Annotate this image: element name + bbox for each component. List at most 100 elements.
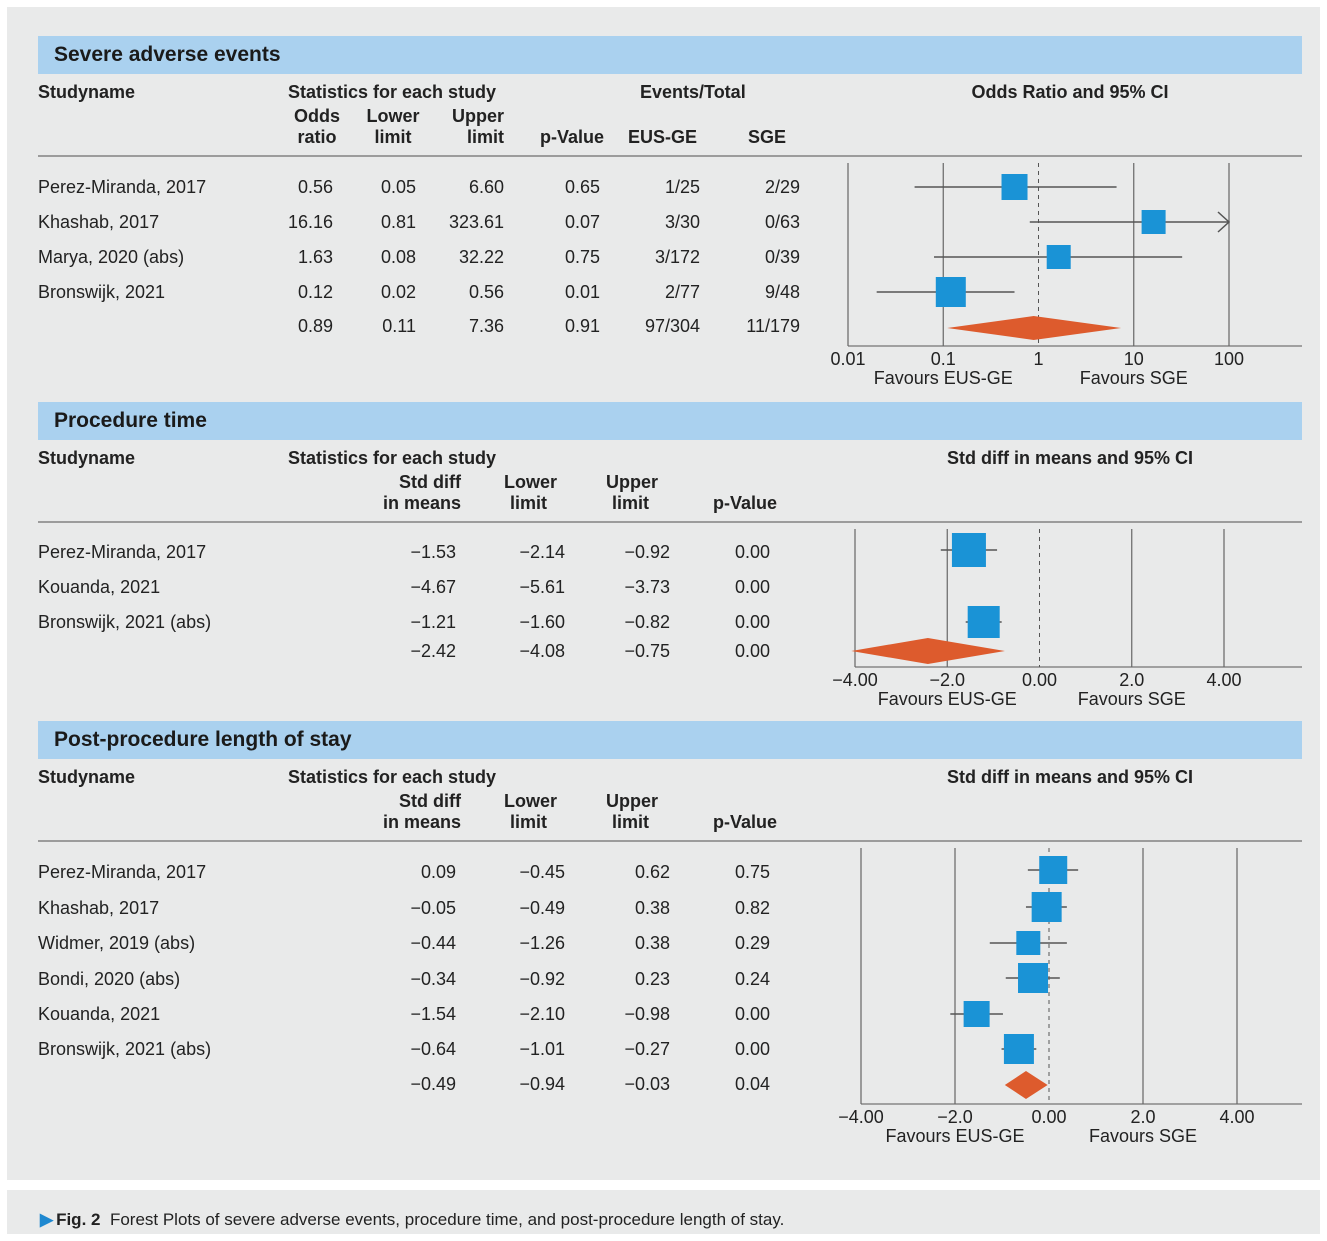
los-studyname-header: Studyname bbox=[38, 767, 136, 787]
sae-col-upper: Upper bbox=[451, 106, 504, 126]
pt-row-lower: −2.14 bbox=[519, 542, 565, 562]
los-row-upper: 0.38 bbox=[634, 933, 670, 953]
sae-row-upper: 323.61 bbox=[448, 212, 504, 232]
sae-row-lower: 0.02 bbox=[380, 282, 416, 302]
pt-row-std-diff: −4.67 bbox=[410, 577, 456, 597]
study-marker bbox=[1046, 245, 1071, 269]
los-row-std-diff: −0.34 bbox=[410, 969, 456, 989]
figure-panel bbox=[7, 7, 1320, 1180]
los-col-std-2: in means bbox=[382, 812, 461, 832]
los-col-p: p-Value bbox=[713, 812, 778, 832]
sae-col-sge: SGE bbox=[748, 127, 787, 147]
los-col-lower-2: limit bbox=[510, 812, 548, 832]
los-col-lower: Lower bbox=[504, 791, 558, 811]
los-row-upper: 0.23 bbox=[634, 969, 670, 989]
favours-right-label: Favours SGE bbox=[1078, 689, 1186, 709]
sae-row-eus-ge: 1/25 bbox=[664, 177, 700, 197]
pt-row-std-diff: −1.21 bbox=[410, 612, 456, 632]
los-row-lower: −1.26 bbox=[519, 933, 565, 953]
los-row-std-diff: −1.54 bbox=[410, 1004, 456, 1024]
study-marker bbox=[1018, 963, 1049, 993]
los-header-band: Post-procedure length of stay bbox=[38, 721, 1302, 759]
sae-row-upper: 6.60 bbox=[468, 177, 504, 197]
x-tick-label: 0.00 bbox=[1022, 670, 1057, 690]
pt-row-upper: −0.92 bbox=[624, 542, 670, 562]
sae-row-study: Marya, 2020 (abs) bbox=[38, 247, 185, 267]
pt-col-std-2: in means bbox=[382, 493, 461, 513]
los-row-study: Bondi, 2020 (abs) bbox=[38, 969, 181, 989]
sae-row-sge: 0/39 bbox=[764, 247, 800, 267]
pt-row-std-diff: −1.53 bbox=[410, 542, 456, 562]
x-tick-label: 0.01 bbox=[830, 349, 865, 369]
sae-stats-header: Statistics for each study bbox=[288, 82, 497, 102]
los-row-study: Bronswijk, 2021 (abs) bbox=[38, 1039, 212, 1059]
sae-plot-header: Odds Ratio and 95% CI bbox=[971, 82, 1169, 102]
los-row-lower: −2.10 bbox=[519, 1004, 565, 1024]
pt-col-lower: Lower bbox=[504, 472, 558, 492]
sae-row-sge: 0/63 bbox=[764, 212, 800, 232]
pt-row-lower: −5.61 bbox=[519, 577, 565, 597]
x-tick-label: 10 bbox=[1124, 349, 1144, 369]
sae-row-sge: 2/29 bbox=[764, 177, 800, 197]
los-row-p-value: 0.00 bbox=[734, 1039, 770, 1059]
x-tick-label: −4.00 bbox=[832, 670, 878, 690]
pt-col-upper-2: limit bbox=[612, 493, 650, 513]
caption-marker: ▶ bbox=[40, 1210, 54, 1229]
sae-row-lower: 0.81 bbox=[380, 212, 416, 232]
los-row-upper: −0.98 bbox=[624, 1004, 670, 1024]
sae-col-lower-2: limit bbox=[374, 127, 412, 147]
sae-row-p-value: 0.01 bbox=[564, 282, 600, 302]
pt-row-p-value: 0.00 bbox=[734, 641, 770, 661]
study-marker bbox=[935, 277, 966, 307]
x-tick-label: 0.00 bbox=[1031, 1107, 1066, 1127]
los-row-lower: −0.45 bbox=[519, 862, 565, 882]
pt-row-upper: −0.82 bbox=[624, 612, 670, 632]
sae-col-upper-2: limit bbox=[466, 127, 504, 147]
sae-row-upper: 0.56 bbox=[468, 282, 504, 302]
los-title: Post-procedure length of stay bbox=[54, 728, 352, 751]
study-marker bbox=[951, 533, 986, 567]
sae-col-lower: Lower bbox=[366, 106, 420, 126]
x-tick-label: 100 bbox=[1214, 349, 1244, 369]
los-row-std-diff: −0.49 bbox=[410, 1074, 456, 1094]
sae-studyname-header: Studyname bbox=[38, 82, 136, 102]
pt-col-upper: Upper bbox=[606, 472, 659, 492]
sae-header-rule bbox=[38, 155, 1302, 157]
favours-left-label: Favours EUS-GE bbox=[878, 689, 1017, 709]
sae-row-odds-ratio: 0.56 bbox=[297, 177, 333, 197]
los-row-lower: −0.92 bbox=[519, 969, 565, 989]
sae-row-lower: 0.05 bbox=[380, 177, 416, 197]
sae-row-eus-ge: 97/304 bbox=[644, 316, 700, 336]
los-row-study: Perez-Miranda, 2017 bbox=[38, 862, 207, 882]
sae-title: Severe adverse events bbox=[54, 43, 281, 66]
los-col-upper-2: limit bbox=[612, 812, 650, 832]
sae-row-eus-ge: 3/30 bbox=[664, 212, 700, 232]
sae-row-lower: 0.08 bbox=[380, 247, 416, 267]
los-row-p-value: 0.75 bbox=[734, 862, 770, 882]
x-tick-label: 2.0 bbox=[1119, 670, 1144, 690]
los-col-std: Std diff bbox=[399, 791, 461, 811]
sae-row-eus-ge: 2/77 bbox=[664, 282, 700, 302]
pooled-diamond bbox=[851, 638, 1005, 664]
x-tick-label: 4.00 bbox=[1206, 670, 1241, 690]
pt-row-upper: −0.75 bbox=[624, 641, 670, 661]
sae-col-odds: Odds bbox=[293, 106, 340, 126]
los-header-rule bbox=[38, 840, 1302, 842]
los-row-upper: 0.38 bbox=[634, 898, 670, 918]
caption-bar bbox=[7, 1190, 1320, 1234]
los-row-lower: −0.49 bbox=[519, 898, 565, 918]
los-row-upper: 0.62 bbox=[634, 862, 670, 882]
sae-row-p-value: 0.65 bbox=[564, 177, 600, 197]
sae-row-p-value: 0.07 bbox=[564, 212, 600, 232]
los-row-std-diff: −0.44 bbox=[410, 933, 456, 953]
sae-header-band: Severe adverse events bbox=[38, 36, 1302, 74]
pt-stats-header: Statistics for each study bbox=[288, 448, 497, 468]
pt-row-p-value: 0.00 bbox=[734, 542, 770, 562]
sae-row-study: Khashab, 2017 bbox=[38, 212, 160, 232]
los-row-study: Widmer, 2019 (abs) bbox=[38, 933, 196, 953]
x-tick-label: 4.00 bbox=[1219, 1107, 1254, 1127]
pt-header-band: Procedure time bbox=[38, 402, 1302, 440]
study-marker bbox=[1141, 210, 1166, 234]
study-marker bbox=[963, 1001, 990, 1027]
